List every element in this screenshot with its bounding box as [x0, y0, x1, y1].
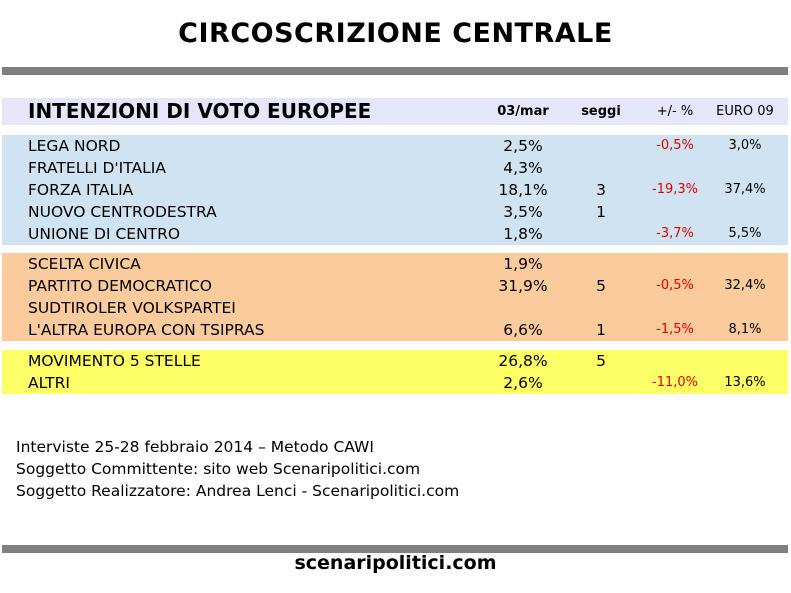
party-name: NUOVO CENTRODESTRA [28, 203, 217, 221]
vote-share: 18,1% [498, 181, 548, 199]
group-band-centrosinistra [2, 253, 788, 341]
party-name: MOVIMENTO 5 STELLE [28, 352, 201, 370]
note-line: Soggetto Committente: sito web Scenaripo… [16, 460, 421, 478]
column-header-diff: +/- % [656, 104, 694, 119]
party-name: PARTITO DEMOCRATICO [28, 277, 212, 295]
vote-share: 2,6% [503, 374, 543, 392]
party-name: SCELTA CIVICA [28, 255, 141, 273]
vote-share: 3,5% [503, 203, 543, 221]
column-header-euro09: EURO 09 [716, 104, 774, 119]
top-divider [2, 67, 788, 75]
column-header-seats: seggi [581, 104, 621, 119]
vote-share: 4,3% [503, 159, 543, 177]
party-name: UNIONE DI CENTRO [28, 225, 181, 243]
party-name: SUDTIROLER VOLKSPARTEI [28, 299, 236, 317]
diff-value: -11,0% [652, 375, 698, 390]
bottom-divider [2, 545, 788, 553]
group-band-centrodestra [2, 135, 788, 245]
diff-value: -0,5% [656, 278, 694, 293]
euro09-value: 5,5% [728, 226, 762, 241]
euro09-value: 37,4% [724, 182, 766, 197]
vote-share: 1,8% [503, 225, 543, 243]
vote-share: 1,9% [503, 255, 543, 273]
vote-share: 26,8% [498, 352, 548, 370]
table-header-band [2, 98, 788, 125]
table-title: INTENZIONI DI VOTO EUROPEE [28, 99, 372, 123]
footer-site: scenaripolitici.com [294, 552, 497, 574]
seats-count: 5 [596, 277, 606, 295]
seats-count: 1 [596, 203, 606, 221]
vote-share: 2,5% [503, 137, 543, 155]
seats-count: 5 [596, 352, 606, 370]
party-name: L'ALTRA EUROPA CON TSIPRAS [28, 321, 265, 339]
party-name: ALTRI [28, 374, 70, 392]
euro09-value: 8,1% [728, 322, 762, 337]
diff-value: -0,5% [656, 138, 694, 153]
euro09-value: 3,0% [728, 138, 762, 153]
diff-value: -3,7% [656, 226, 694, 241]
euro09-value: 32,4% [724, 278, 766, 293]
column-header-date: 03/mar [497, 104, 549, 119]
note-line: Soggetto Realizzatore: Andrea Lenci - Sc… [16, 482, 460, 500]
seats-count: 1 [596, 321, 606, 339]
euro09-value: 13,6% [724, 375, 766, 390]
party-name: FORZA ITALIA [28, 181, 134, 199]
note-line: Interviste 25-28 febbraio 2014 – Metodo … [16, 438, 374, 456]
party-name: LEGA NORD [28, 137, 121, 155]
party-name: FRATELLI D'ITALIA [28, 159, 166, 177]
group-band-altri [2, 350, 788, 394]
methodology-notes: Interviste 25-28 febbraio 2014 – Metodo … [16, 436, 459, 502]
page-title: CIRCOSCRIZIONE CENTRALE [178, 18, 613, 49]
seats-count: 3 [596, 181, 606, 199]
diff-value: -1,5% [656, 322, 694, 337]
vote-share: 31,9% [498, 277, 548, 295]
vote-share: 6,6% [503, 321, 543, 339]
diff-value: -19,3% [652, 182, 698, 197]
